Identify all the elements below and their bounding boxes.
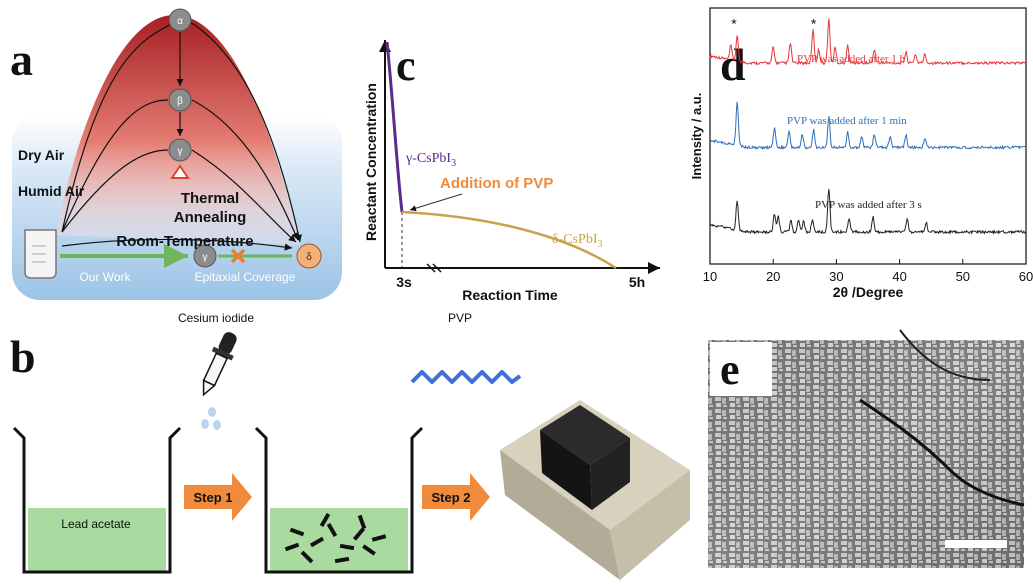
c-tick-5h: 5h bbox=[629, 274, 645, 290]
phase-node-gamma: γ bbox=[168, 138, 192, 162]
d-tick-label: 40 bbox=[892, 269, 906, 284]
d-legend-3s: PVP was added after 3 s bbox=[815, 199, 922, 211]
gamma-decay-curve bbox=[385, 41, 404, 213]
panel-e: e bbox=[708, 329, 1025, 568]
our-work-label: Our Work bbox=[79, 270, 131, 284]
panel-letter-c: c bbox=[396, 41, 416, 90]
humid-air-label: Humid Air bbox=[18, 183, 85, 199]
path-gamma-to-delta bbox=[191, 149, 297, 243]
path-to-gamma bbox=[61, 149, 169, 233]
panel-b: b Cesium iodide PVP Lead acetate Step 1 bbox=[10, 311, 690, 580]
lead-acetate-label: Lead acetate bbox=[61, 517, 131, 531]
thermal-label-line2: Annealing bbox=[174, 209, 247, 226]
d-legend-1min: PVP was added after 1 min bbox=[787, 115, 907, 127]
d-star-marker: * bbox=[811, 15, 817, 31]
d-x-label: 2θ /Degree bbox=[833, 284, 904, 300]
xrd-trace-0 bbox=[709, 18, 1027, 66]
path-to-beta bbox=[61, 99, 169, 233]
d-y-label: Intensity / a.u. bbox=[689, 93, 704, 180]
panel-a: a Dry Air Humid Air α β γ δ bbox=[10, 8, 342, 300]
c-y-label: Reactant Concentration bbox=[363, 83, 379, 241]
cross-icon bbox=[230, 248, 246, 264]
room-gamma-label: γ bbox=[203, 252, 208, 263]
c-x-label: Reaction Time bbox=[462, 287, 558, 303]
thermal-label-line1: Thermal bbox=[181, 190, 239, 207]
d-plot-frame bbox=[709, 7, 1027, 265]
phase-node-beta: β bbox=[168, 88, 192, 112]
room-temperature-label: Room-Temperature bbox=[116, 233, 253, 250]
path-alpha-to-delta bbox=[189, 21, 302, 243]
beaker-reaction bbox=[254, 426, 424, 574]
panel-d: d Intensity / a.u. 2θ /Degree 10 20 30 40 50… bbox=[689, 7, 1033, 300]
path-to-alpha bbox=[61, 21, 176, 233]
step-2-label: Step 2 bbox=[431, 490, 470, 505]
d-tick-label: 60 bbox=[1019, 269, 1033, 284]
d-traces: * * bbox=[709, 15, 1027, 235]
dry-air-label: Dry Air bbox=[18, 147, 65, 163]
beaker-lead-acetate bbox=[12, 426, 182, 574]
d-tick-label: 10 bbox=[703, 269, 717, 284]
d-x-ticks: 10 20 30 40 50 60 bbox=[703, 259, 1033, 284]
scale-bar bbox=[945, 540, 1007, 548]
step-1-label: Step 1 bbox=[193, 490, 232, 505]
beaker-icon bbox=[24, 229, 57, 279]
pvp-label: PVP bbox=[448, 311, 472, 325]
phase-gamma-label: γ bbox=[178, 146, 183, 157]
d-tick-label: 30 bbox=[829, 269, 843, 284]
path-room-temp bbox=[61, 238, 293, 251]
crystals bbox=[284, 512, 387, 564]
panel-letter-e: e bbox=[720, 345, 740, 394]
c-tick-3s: 3s bbox=[396, 274, 412, 290]
phase-node-alpha: α bbox=[168, 8, 192, 32]
step-2-arrow: Step 2 bbox=[422, 473, 490, 521]
epitaxial-coverage-label: Epitaxial Coverage bbox=[195, 270, 296, 284]
c-axis-break bbox=[426, 263, 442, 273]
d-legend-1h: PVP was added after 1 h bbox=[797, 53, 906, 65]
pvp-chain-icon bbox=[410, 370, 522, 384]
d-tick-label: 20 bbox=[766, 269, 780, 284]
panel-letter-a: a bbox=[10, 34, 33, 85]
addition-arrow bbox=[409, 193, 463, 212]
gamma-label: γ-CsPbI3 bbox=[405, 151, 456, 169]
addition-of-pvp-label: Addition of PVP bbox=[440, 175, 553, 192]
sem-crack bbox=[859, 398, 1025, 507]
xrd-trace-2 bbox=[709, 188, 1027, 235]
phase-node-room-gamma: γ bbox=[193, 244, 217, 268]
dropper-icon bbox=[202, 332, 237, 397]
panel-e-label-box bbox=[710, 342, 772, 396]
phase-node-delta: δ bbox=[296, 243, 322, 269]
droplets bbox=[201, 407, 221, 430]
phase-beta-label: β bbox=[177, 96, 183, 107]
panel-letter-d: d bbox=[720, 39, 746, 90]
pvp-coated-crystal bbox=[500, 400, 690, 580]
delta-label: δ-CsPbI3 bbox=[552, 232, 603, 250]
step-1-arrow: Step 1 bbox=[184, 473, 252, 521]
sem-crack-2 bbox=[899, 329, 991, 381]
xrd-trace-1 bbox=[710, 101, 1027, 151]
d-tick-label: 50 bbox=[956, 269, 970, 284]
cesium-iodide-label: Cesium iodide bbox=[178, 311, 254, 325]
delta-decay-curve bbox=[401, 210, 617, 270]
phase-alpha-label: α bbox=[177, 16, 183, 27]
panel-c: c Reactant Concentration Reaction Time 3… bbox=[363, 40, 660, 303]
path-beta-to-delta bbox=[191, 99, 299, 241]
heat-triangle-icon bbox=[170, 164, 190, 179]
d-star-marker: * bbox=[731, 15, 737, 31]
panel-letter-b: b bbox=[10, 331, 36, 382]
phase-delta-label: δ bbox=[306, 252, 312, 263]
